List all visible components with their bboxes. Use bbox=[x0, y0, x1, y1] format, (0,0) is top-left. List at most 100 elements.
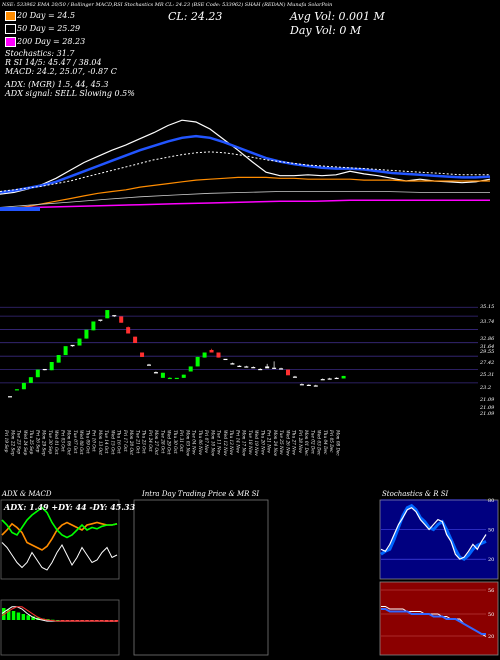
candle-body bbox=[223, 358, 228, 361]
date-axis-label: Thu 20 Nov bbox=[260, 430, 265, 455]
candle-body bbox=[313, 385, 318, 387]
price-axis-label: 21.09 bbox=[479, 397, 495, 403]
candle-body bbox=[286, 369, 290, 376]
macd-histogram-bar bbox=[60, 620, 65, 621]
stoch-title: Stochastics & R SI bbox=[382, 490, 449, 498]
band-start-marker bbox=[0, 207, 40, 211]
price-axis-label: 35.15 bbox=[480, 304, 494, 310]
candle-body bbox=[167, 377, 172, 380]
candle-body bbox=[160, 372, 165, 378]
macd-histogram-bar bbox=[11, 611, 16, 620]
date-axis-label: Thu 25 Sep bbox=[29, 430, 34, 455]
ema20-swatch bbox=[5, 11, 16, 21]
candle-body bbox=[209, 349, 214, 353]
adx-line bbox=[1, 542, 118, 571]
candle-body bbox=[306, 384, 311, 386]
date-axis-label: Tue 07 Oct bbox=[73, 430, 78, 454]
rsi-tick-label: 20 bbox=[488, 557, 494, 563]
candle-body bbox=[42, 368, 47, 371]
candle-body bbox=[174, 377, 179, 380]
price-axis-label: 32.86 bbox=[480, 336, 495, 342]
date-axis-label: Fri 24 Oct bbox=[148, 429, 153, 452]
date-axis-label: Mon 03 Nov bbox=[185, 429, 190, 457]
candle-body bbox=[251, 367, 256, 369]
candle-body bbox=[299, 384, 304, 386]
minus-di-line bbox=[1, 521, 118, 551]
rsi-line bbox=[380, 506, 487, 560]
candle-body bbox=[202, 352, 207, 358]
candle-body bbox=[119, 316, 124, 323]
candle-body bbox=[292, 376, 297, 378]
candle-body bbox=[237, 365, 242, 367]
adx-macd-title: ADX & MACD bbox=[2, 490, 52, 498]
date-axis-label: Tue 04 Nov bbox=[192, 430, 197, 455]
date-axis-label: Fri 07 Nov bbox=[204, 429, 209, 453]
adx-text: ADX: (MGR) 1.5, 44, 45.3 bbox=[5, 80, 109, 89]
mr-tick-label: 50 bbox=[488, 612, 494, 618]
mr-tick-label: 56 bbox=[488, 588, 494, 594]
date-axis-label: Mon 01 Dec bbox=[304, 429, 309, 456]
candle-body bbox=[35, 369, 40, 378]
price-axis-label: 21.09 bbox=[479, 411, 495, 417]
intraday-title: Intra Day Trading Price & MR SI bbox=[142, 490, 260, 498]
date-axis-label: Wed 12 Nov bbox=[223, 430, 228, 456]
date-axis-label: Thu 30 Oct bbox=[173, 430, 178, 454]
candle-body bbox=[181, 374, 186, 378]
date-axis-label: Fri 21 Nov bbox=[267, 429, 272, 453]
mr-signal-line bbox=[381, 608, 486, 635]
date-axis-label: Tue 21 Oct bbox=[135, 430, 140, 454]
macd-histogram-bar bbox=[6, 609, 11, 620]
ema200-label: 200 Day = 28.23 bbox=[17, 37, 86, 46]
candle-body bbox=[327, 378, 332, 380]
mr-panel-frame bbox=[379, 581, 499, 656]
date-axis-label: Mon 29 Sep bbox=[42, 429, 47, 456]
rsi-tick-label: 80 bbox=[488, 498, 494, 504]
date-axis-label: Fri 17 Oct bbox=[123, 429, 128, 452]
candle-body bbox=[112, 315, 117, 317]
date-axis-label: Mon 13 Oct bbox=[98, 429, 103, 455]
price-axis-label: 31.64 bbox=[480, 344, 494, 350]
ema200-swatch bbox=[5, 37, 16, 47]
date-axis-label: Fri 26 Sep bbox=[35, 429, 40, 453]
date-axis-label: Wed 19 Nov bbox=[254, 430, 259, 456]
candle-body bbox=[126, 327, 131, 334]
candle-body bbox=[334, 377, 339, 380]
candle-body bbox=[21, 382, 26, 390]
candle-body bbox=[258, 368, 263, 371]
date-axis-label: Wed 15 Oct bbox=[110, 430, 115, 455]
date-axis-label: Mon 27 Oct bbox=[154, 429, 159, 455]
candle-body bbox=[279, 368, 284, 370]
price-axis-label: 33.74 bbox=[480, 319, 494, 325]
candle-body bbox=[28, 377, 33, 383]
date-axis-label: Mon 20 Oct bbox=[129, 429, 134, 455]
date-axis-label: Tue 25 Nov bbox=[279, 430, 284, 455]
rsi-tick-label: 50 bbox=[488, 528, 494, 534]
plus-di-line bbox=[1, 506, 118, 539]
ema200-line bbox=[0, 199, 490, 209]
date-axis-label: Mon 06 Oct bbox=[67, 429, 72, 455]
candle-body bbox=[91, 321, 96, 331]
candle-body bbox=[70, 344, 75, 347]
candle-body bbox=[230, 363, 235, 365]
gray-guide-line bbox=[0, 191, 490, 208]
date-axis-label: Thu 13 Nov bbox=[229, 430, 234, 455]
close-price: CL: 24.23 bbox=[168, 10, 223, 23]
macd-panel-frame bbox=[0, 599, 120, 656]
date-axis-label: Thu 23 Oct bbox=[142, 430, 147, 454]
candle-body bbox=[140, 352, 145, 357]
ema20-label: 20 Day = 24.5 bbox=[17, 11, 76, 20]
adx-signal-text: ADX signal: SELL Slowing 0.5% bbox=[5, 89, 135, 98]
date-axis-label: Fri 03 Oct bbox=[60, 429, 65, 452]
candle-body bbox=[105, 310, 110, 319]
avg-volume: Avg Vol: 0.001 M bbox=[290, 10, 385, 23]
date-axis-label: Fri 10 Oct bbox=[92, 429, 97, 452]
top-strip: NSE: 533962 EMA 20/50 / Bollinger MACD,R… bbox=[2, 2, 332, 8]
ema20-band-line bbox=[0, 134, 491, 194]
ema50-label: 50 Day = 25.29 bbox=[17, 24, 81, 33]
macd-histogram-bar bbox=[26, 615, 30, 620]
date-axis-label: Mon 17 Nov bbox=[242, 429, 247, 457]
adx-values: ADX: 1.49 +DY: 44 -DY: 45.33 bbox=[4, 502, 136, 512]
candle-body bbox=[272, 367, 277, 369]
candle-body bbox=[98, 319, 103, 321]
